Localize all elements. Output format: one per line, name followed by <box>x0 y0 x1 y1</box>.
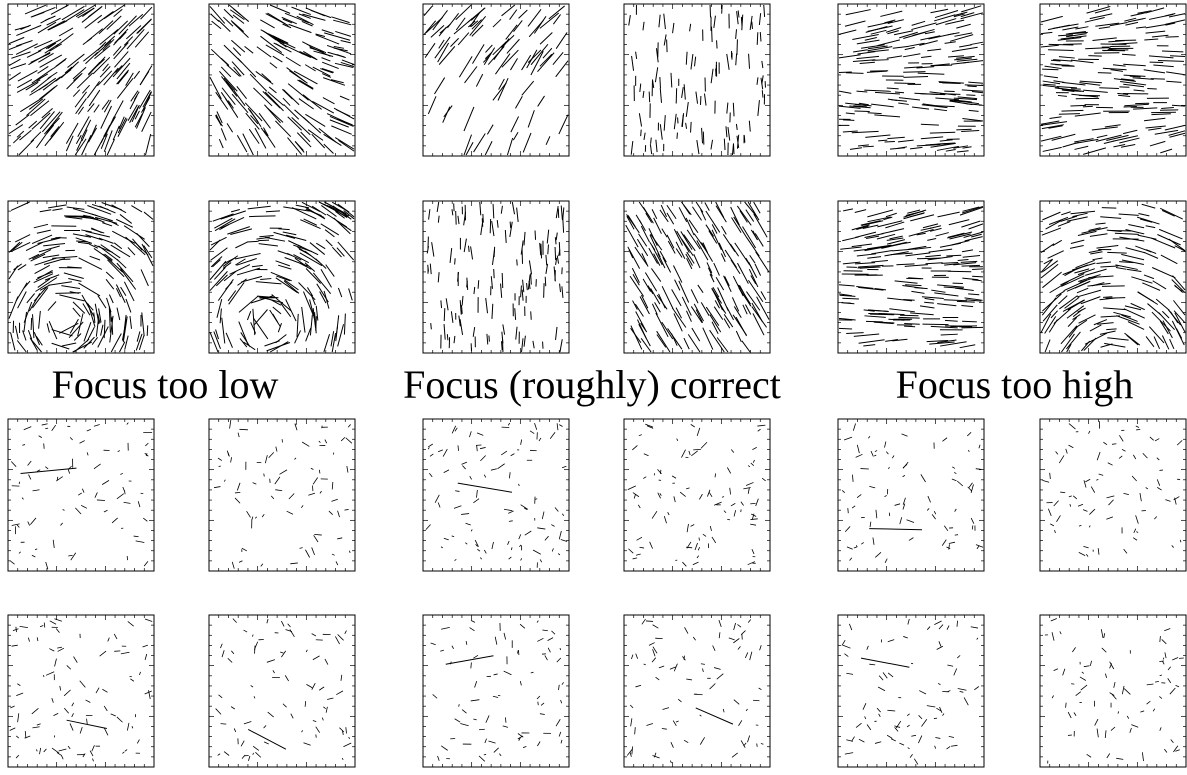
panel-vectors <box>424 5 568 155</box>
long-streak <box>21 468 77 473</box>
panel-ticks <box>1040 615 1186 767</box>
caption-focus-correct: Focus (roughly) correct <box>392 362 792 408</box>
vector-panel-r1-c3 <box>423 4 569 156</box>
panel-ticks <box>423 419 569 571</box>
panel-frame <box>624 615 770 767</box>
vector-panel-r3-c4 <box>624 419 770 571</box>
panel-ticks <box>624 615 770 767</box>
long-streak <box>869 529 922 530</box>
vector-panel-r4-c1 <box>8 615 154 767</box>
vector-panel-r2-c6 <box>1040 201 1186 353</box>
panel-vectors <box>210 202 354 352</box>
panel-frame <box>624 4 770 156</box>
vector-panel-r3-c3 <box>423 419 569 571</box>
panel-frame <box>838 615 984 767</box>
long-streak <box>458 483 512 492</box>
vector-panel-r1-c4 <box>624 4 770 156</box>
panel-frame <box>8 615 154 767</box>
panel-vectors <box>11 423 152 570</box>
panel-ticks <box>423 615 569 767</box>
vector-panel-r1-c6 <box>1040 4 1186 156</box>
panel-vectors <box>9 5 152 155</box>
vector-panel-r1-c2 <box>209 4 355 156</box>
panel-vectors <box>627 619 763 763</box>
vector-panel-r1-c5 <box>838 4 984 156</box>
panel-frame <box>1040 615 1186 767</box>
long-streak <box>446 656 494 664</box>
panel-frame <box>1040 201 1186 353</box>
panel-frame <box>1040 419 1186 571</box>
caption-focus-too-low: Focus too low <box>20 362 310 408</box>
vector-panel-r3-c6 <box>1040 419 1186 571</box>
panel-vectors <box>842 619 979 764</box>
panel-vectors <box>839 206 983 347</box>
vector-panel-r4-c6 <box>1040 615 1186 767</box>
caption-focus-too-high: Focus too high <box>872 362 1157 408</box>
panel-vectors <box>629 5 766 155</box>
panel-frame <box>209 615 355 767</box>
panel-ticks <box>1040 201 1186 353</box>
panel-vectors <box>427 202 564 352</box>
panel-vectors <box>10 619 153 762</box>
panel-frame <box>624 419 770 571</box>
vector-panel-r2-c1 <box>8 201 154 353</box>
long-streak <box>861 658 909 667</box>
panel-vectors <box>842 424 983 563</box>
panel-ticks <box>624 4 770 156</box>
panel-vectors <box>1042 421 1182 556</box>
vector-panel-r1-c1 <box>8 4 154 156</box>
panel-frame <box>423 4 569 156</box>
panel-vectors <box>1041 204 1185 352</box>
panel-ticks <box>8 419 154 571</box>
panel-vectors <box>9 202 153 352</box>
panel-frame <box>8 419 154 571</box>
panel-vectors <box>1045 618 1184 763</box>
vector-panel-r2-c2 <box>209 201 355 353</box>
panel-vectors <box>628 424 766 566</box>
panel-ticks <box>8 201 154 353</box>
panel-vectors <box>216 619 352 761</box>
panel-vectors <box>214 420 352 569</box>
panel-frame <box>8 201 154 353</box>
panel-vectors <box>839 6 983 152</box>
panel-vectors <box>626 202 769 352</box>
panel-ticks <box>624 419 770 571</box>
panel-ticks <box>423 4 569 156</box>
panel-frame <box>423 419 569 571</box>
panel-ticks <box>209 615 355 767</box>
panel-vectors <box>426 423 567 568</box>
vector-panel-r3-c2 <box>209 419 355 571</box>
panel-vectors <box>1041 6 1185 154</box>
vector-panel-r2-c3 <box>423 201 569 353</box>
panel-ticks <box>8 615 154 767</box>
vector-panel-r2-c4 <box>624 201 770 353</box>
vector-panel-r4-c5 <box>838 615 984 767</box>
panel-vectors <box>431 620 564 761</box>
vector-panel-r4-c2 <box>209 615 355 767</box>
vector-panel-r2-c5 <box>838 201 984 353</box>
panel-frame <box>423 615 569 767</box>
vector-panel-r4-c4 <box>624 615 770 767</box>
panel-ticks <box>838 615 984 767</box>
panel-ticks <box>1040 419 1186 571</box>
vector-panel-r3-c1 <box>8 419 154 571</box>
vector-panel-r4-c3 <box>423 615 569 767</box>
panel-vectors <box>210 5 354 155</box>
vector-panel-r3-c5 <box>838 419 984 571</box>
